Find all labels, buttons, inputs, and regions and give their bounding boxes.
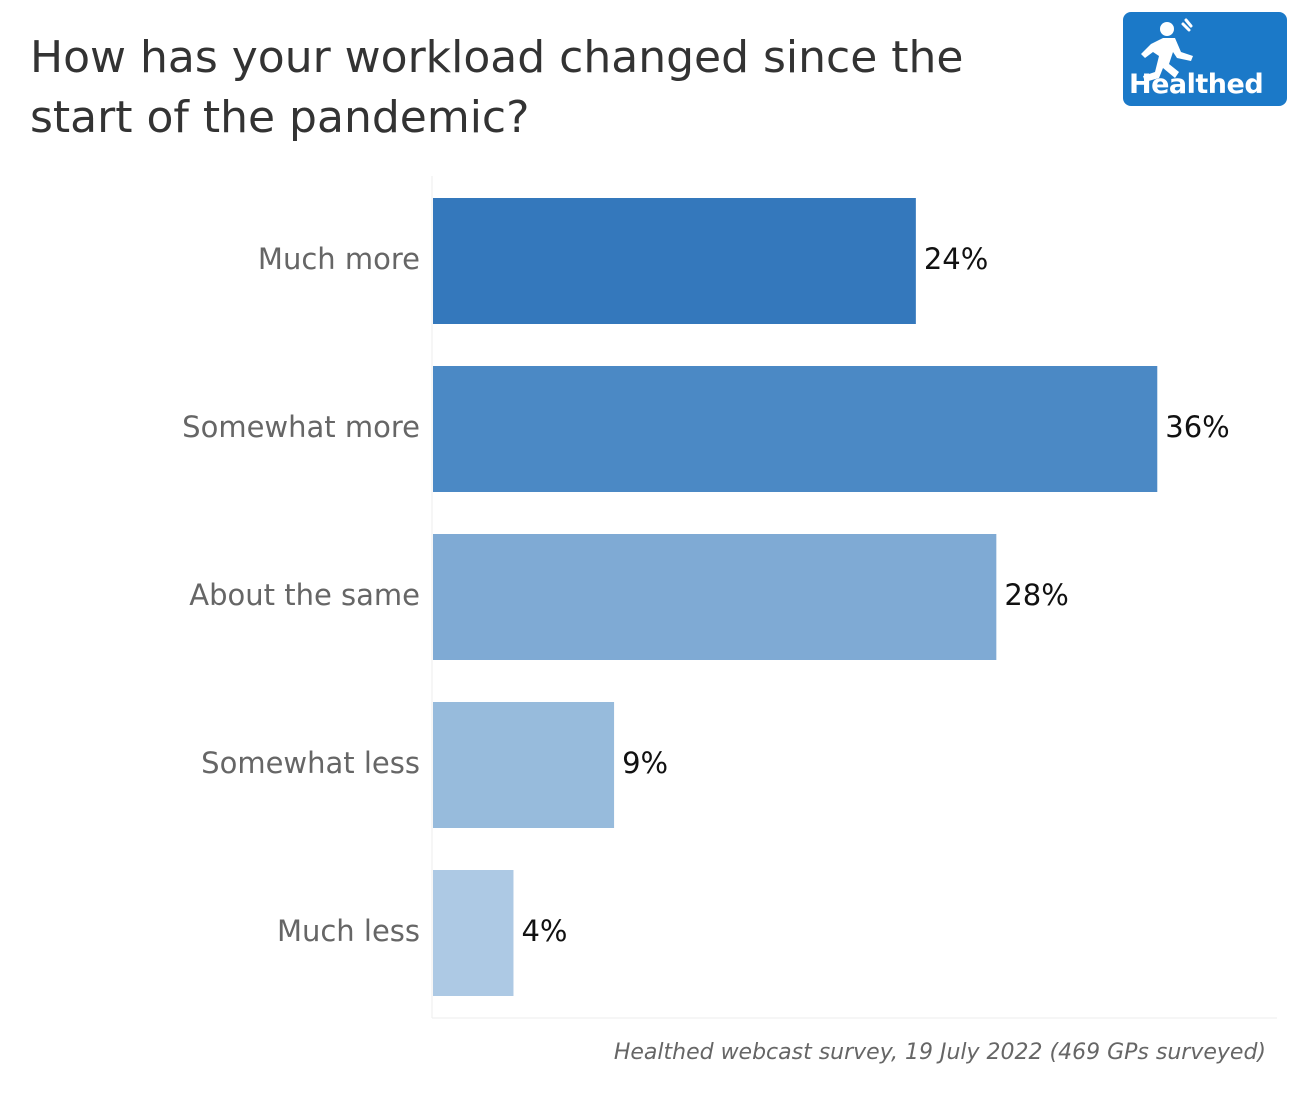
running-figure-icon [1141,18,1193,82]
source-note: Healthed webcast survey, 19 July 2022 (4… [613,1040,1266,1065]
value-label: 36% [1165,410,1229,444]
category-label: About the same [189,578,420,612]
bar-much-less [433,870,514,996]
value-label: 28% [1004,578,1068,612]
category-label: Somewhat less [201,746,420,780]
category-label: Much less [277,914,420,948]
bar-somewhat-more [433,366,1158,492]
bar-about-the-same [433,534,997,660]
category-label: Much more [258,242,420,276]
healthed-logo: Healthed [1123,12,1287,106]
value-label: 24% [924,242,988,276]
bar-somewhat-less [433,702,615,828]
chart-title: How has your workload changed since the … [30,32,964,143]
value-label: 4% [521,914,567,948]
bar-much-more [433,198,916,324]
logo-text: Healthed [1129,69,1264,100]
category-label: Somewhat more [182,410,420,444]
value-label: 9% [622,746,668,780]
